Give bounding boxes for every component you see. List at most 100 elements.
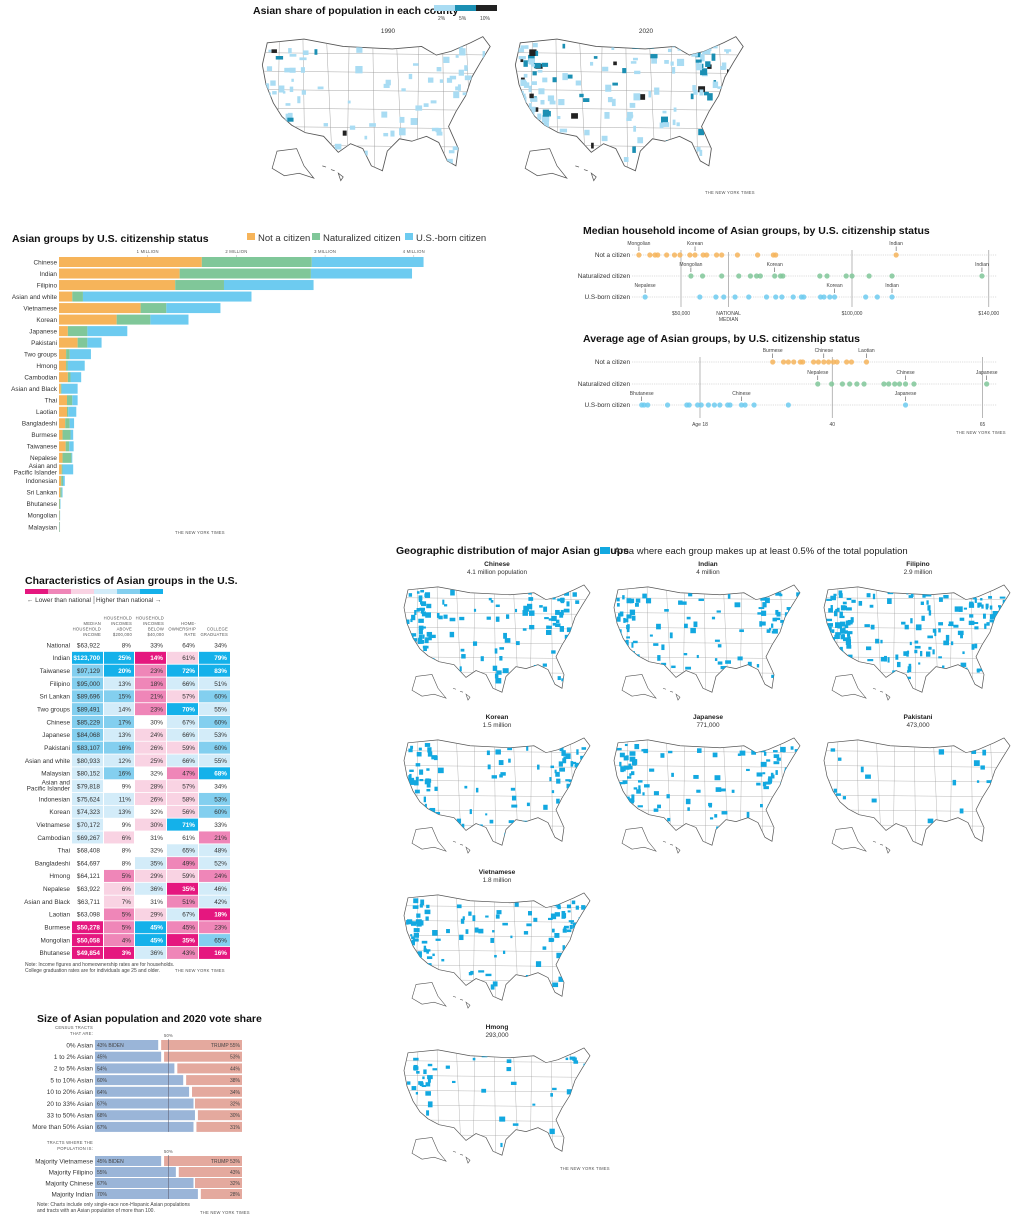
- state-line: [404, 905, 590, 908]
- map-patch: [974, 643, 978, 649]
- category-label: Asian and Black: [11, 386, 58, 393]
- map-patch: [420, 899, 425, 906]
- row-label: Majority Chinese: [45, 1180, 93, 1187]
- table-row: Filipino $95,000 13% 18% 66% 51%: [50, 677, 230, 690]
- map-patch: [542, 663, 547, 667]
- cell-value: $63,922: [77, 886, 101, 893]
- map-patch: [427, 751, 433, 757]
- map-patch: [705, 61, 711, 68]
- map-patch: [575, 600, 580, 604]
- table-cell: [104, 844, 134, 857]
- map-patch: [456, 904, 462, 909]
- county-map-1990: [261, 36, 491, 182]
- data-dot: [902, 402, 909, 408]
- map-patch: [864, 663, 869, 669]
- map-patch: [700, 54, 705, 62]
- map-patch: [532, 122, 540, 129]
- biden-value: 68%: [97, 1113, 108, 1119]
- map-patch: [580, 626, 584, 633]
- map-patch: [1002, 599, 1006, 605]
- map-patch: [559, 128, 568, 133]
- map-patch: [953, 624, 959, 628]
- category-label: Vietnamese: [23, 305, 57, 312]
- map-patch: [558, 99, 565, 106]
- map-patch: [472, 682, 477, 686]
- map-patch: [731, 70, 738, 77]
- map-patch: [537, 113, 542, 120]
- cell-value: 25%: [150, 758, 163, 765]
- map-patch: [446, 158, 453, 164]
- map-patch: [526, 923, 532, 927]
- row-label: Not a citizen: [595, 252, 631, 259]
- cell-value: 47%: [182, 771, 195, 778]
- map-patch: [839, 615, 845, 619]
- data-dot: [732, 294, 738, 300]
- map-patch: [791, 760, 796, 766]
- row-label: Hmong: [49, 873, 70, 880]
- map-patch: [1004, 606, 1010, 609]
- map-patch: [938, 622, 944, 626]
- map-patch: [712, 45, 718, 49]
- legend-swatch: [476, 5, 497, 11]
- map-patch: [578, 932, 583, 938]
- bar-segment-naturalized-citizen: [179, 268, 311, 279]
- bar-segment-naturalized-citizen: [201, 257, 312, 267]
- map-patch: [683, 653, 688, 656]
- map-patch: [766, 759, 771, 762]
- map-patch: [528, 597, 534, 601]
- map-patch: [566, 832, 572, 838]
- bar-segment-u-s-born-citizen: [62, 464, 74, 475]
- data-dot: [844, 359, 850, 365]
- credit: THE NEW YORK TIMES: [200, 1210, 250, 1215]
- map-patch: [574, 681, 578, 687]
- row-label: Majority Filipino: [49, 1169, 94, 1176]
- state-line: [404, 627, 590, 630]
- map-year-1990: 1990: [381, 28, 396, 35]
- row-label: 5 to 10% Asian: [50, 1077, 93, 1084]
- map-patch: [418, 629, 423, 635]
- map-patch: [771, 630, 777, 634]
- map-patch: [780, 680, 783, 683]
- map-patch: [401, 88, 406, 92]
- trump-value: TRUMP 53%: [211, 1159, 241, 1165]
- data-dot: [692, 252, 698, 258]
- table-cell: [135, 754, 166, 767]
- cell-value: 12%: [118, 758, 131, 765]
- map-patch: [696, 146, 701, 152]
- map-patch: [486, 750, 490, 756]
- map-patch: [869, 680, 874, 684]
- table-cell: [135, 857, 166, 870]
- map-patch: [999, 596, 1006, 599]
- cell-value: 21%: [150, 694, 163, 701]
- map-patch: [498, 760, 504, 766]
- data-dot: [664, 252, 670, 258]
- map-patch: [508, 987, 514, 992]
- map-patch: [506, 1059, 512, 1064]
- table-cell: [72, 831, 103, 844]
- cell-value: 48%: [214, 848, 227, 855]
- map-patch: [989, 619, 994, 623]
- map-patch: [989, 605, 993, 610]
- state-line: [515, 70, 744, 74]
- map-patch: [772, 617, 777, 622]
- map-patch: [494, 954, 497, 958]
- map-patch: [289, 67, 296, 73]
- map-patch: [555, 609, 560, 615]
- map-patch: [275, 56, 284, 60]
- data-dot: [780, 359, 787, 365]
- map-patch: [528, 103, 532, 110]
- map-patch: [406, 784, 411, 789]
- cell-value: 17%: [118, 719, 131, 726]
- table-cell: [72, 857, 103, 870]
- map-patch: [996, 626, 1002, 630]
- x-tick-label: 1 MILLION: [137, 249, 159, 254]
- cell-value: $68,408: [77, 848, 101, 855]
- map-patch: [574, 936, 577, 942]
- map-patch: [763, 786, 769, 790]
- map-patch: [587, 600, 590, 606]
- map-patch: [518, 56, 526, 60]
- map-patch: [769, 627, 772, 631]
- map-patch: [618, 668, 625, 673]
- map-patch: [413, 1057, 419, 1061]
- table-cell: [135, 715, 166, 728]
